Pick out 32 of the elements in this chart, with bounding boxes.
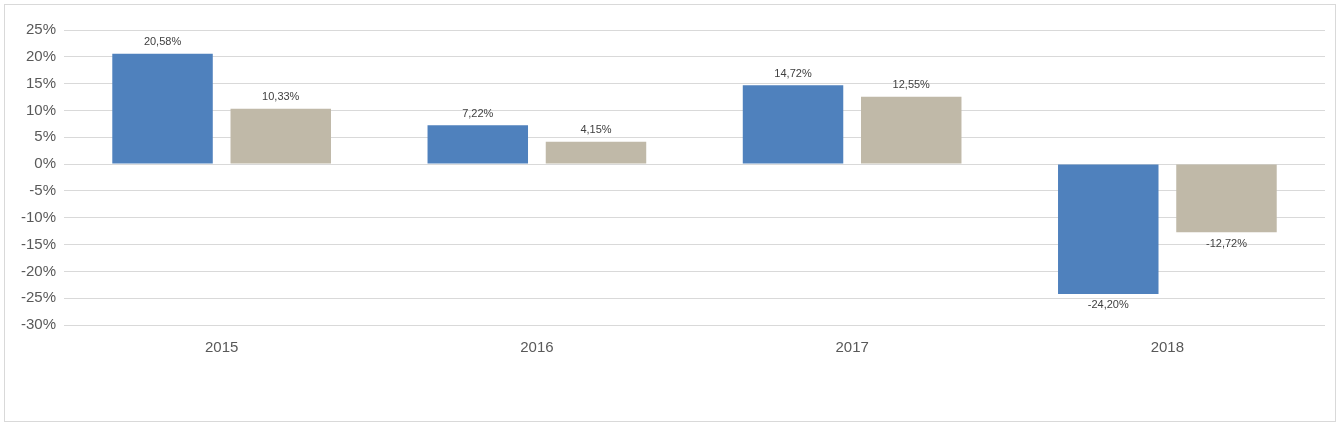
x-tick-label: 2016: [520, 338, 554, 356]
y-tick-label: -30%: [20, 315, 57, 333]
bar: [1058, 164, 1159, 294]
y-tick-label: 10%: [25, 100, 57, 118]
bar: [861, 96, 962, 164]
bar: [545, 141, 647, 164]
data-label: 7,22%: [462, 106, 494, 119]
y-tick-label: -10%: [20, 207, 57, 225]
y-tick-label: 15%: [25, 73, 57, 91]
bar: [427, 125, 529, 164]
data-label: 12,55%: [892, 78, 931, 91]
data-label: 4,15%: [580, 123, 612, 136]
bar: [230, 108, 331, 164]
data-label: 20,58%: [143, 35, 182, 48]
bar: [112, 53, 213, 164]
y-tick-label: -15%: [20, 234, 57, 252]
y-tick-label: 0%: [34, 154, 57, 172]
bar: [742, 85, 844, 164]
data-label: -12,72%: [1205, 236, 1248, 249]
bar: [1176, 164, 1277, 233]
data-label: 14,72%: [774, 66, 812, 79]
x-tick-label: 2015: [204, 338, 239, 356]
x-tick-label: 2018: [1150, 338, 1185, 356]
y-tick-label: 5%: [34, 127, 57, 145]
data-label: -24,20%: [1087, 298, 1129, 311]
y-tick-label: 20%: [25, 46, 57, 64]
y-tick-label: 25%: [25, 20, 57, 38]
data-label: 10,33%: [262, 90, 300, 103]
y-tick-label: -25%: [20, 288, 57, 306]
y-tick-label: -5%: [29, 181, 57, 199]
y-tick-label: -20%: [20, 261, 57, 279]
x-tick-label: 2017: [835, 338, 869, 356]
